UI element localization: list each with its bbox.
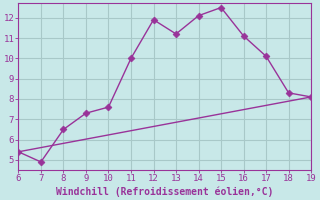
X-axis label: Windchill (Refroidissement éolien,°C): Windchill (Refroidissement éolien,°C) xyxy=(56,186,274,197)
